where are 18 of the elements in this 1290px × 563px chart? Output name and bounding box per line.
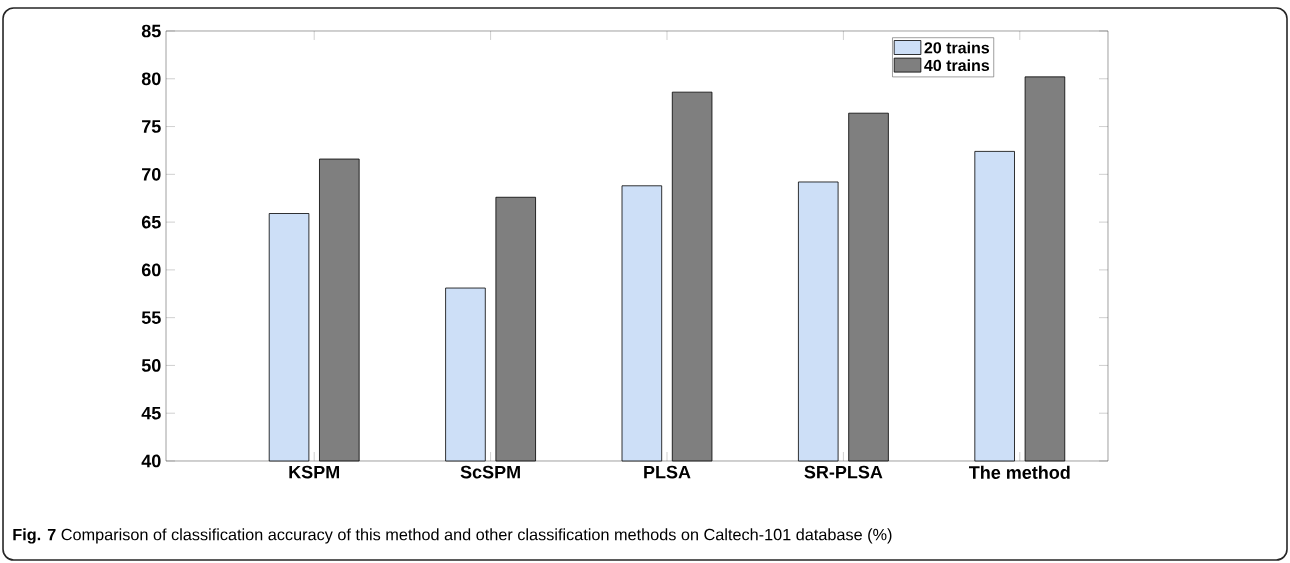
y-tick-label: 70 <box>142 167 161 181</box>
x-tick-label: The method <box>969 465 1070 479</box>
text: Fig. 7 Comparison of classification accuracy of this method and other classification methods on Caltech-101 database (%) <box>13 528 892 544</box>
x-tick-label: ScSPM <box>460 465 520 479</box>
y-tick-label: 85 <box>141 24 161 38</box>
legend-label: 40 trains <box>924 59 990 72</box>
x-tick-label: KSPM <box>289 465 339 479</box>
y-tick-label: 60 <box>141 263 161 277</box>
y-tick-label: 55 <box>141 311 161 324</box>
y-tick-label: 40 <box>141 454 161 468</box>
y-tick-label: 65 <box>141 215 161 229</box>
y-tick-label: 75 <box>142 120 161 133</box>
y-tick-label: 45 <box>141 406 161 420</box>
x-tick-label: PLSA <box>644 465 691 479</box>
y-tick-label: 50 <box>141 359 161 372</box>
legend-label: 20 trains <box>924 41 990 54</box>
y-tick-label: 80 <box>141 72 161 86</box>
x-tick-label: SR-PLSA <box>804 465 883 479</box>
